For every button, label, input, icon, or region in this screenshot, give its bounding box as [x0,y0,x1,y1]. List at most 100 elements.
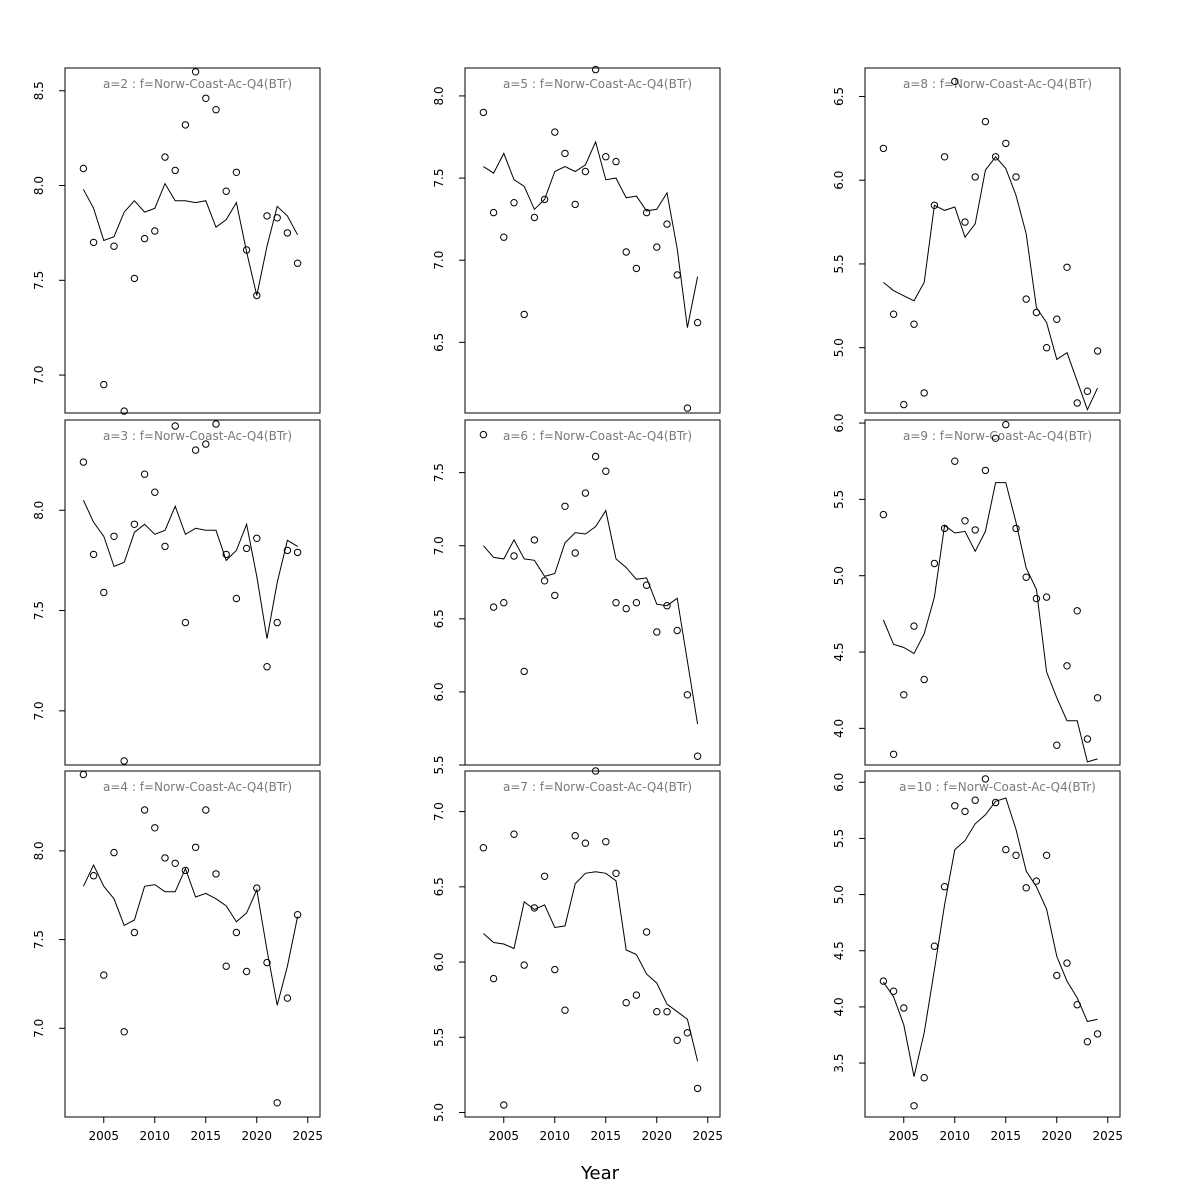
observed-point [581,839,590,847]
observed-point [520,667,528,676]
observed-point [879,977,888,985]
observed-point [120,757,128,765]
observed-point [79,770,88,779]
observed-point [1063,959,1071,967]
observed-point [612,599,620,607]
observed-point [551,591,559,600]
y-tick-label: 8.0 [32,501,46,520]
observed-point [181,618,190,627]
x-tick-label: 2010 [539,1129,570,1143]
y-tick-label: 7.5 [432,463,446,482]
observed-point [222,550,230,559]
x-tick-label: 2025 [692,1129,723,1143]
y-tick-label: 7.0 [432,536,446,555]
panel-title: a=3 : f=Norw-Coast-Ac-Q4(BTr) [103,429,292,443]
x-tick-label: 2005 [888,1129,919,1143]
observed-point [1053,971,1061,980]
observed-point [232,168,241,177]
y-tick-label: 7.0 [32,1019,46,1038]
x-tick-label: 2020 [641,1129,672,1143]
observed-point [1073,607,1081,615]
observed-point [642,208,651,217]
observed-point [561,1006,569,1014]
observed-point [653,1008,661,1016]
observed-point [1032,877,1041,885]
observed-point [991,153,1000,161]
observed-point [171,859,179,867]
y-tick-label: 7.0 [32,366,46,385]
y-tick-label: 7.0 [432,802,446,821]
observed-point [510,552,518,560]
observed-point [1012,851,1020,859]
panel-3: a=4 : f=Norw-Coast-Ac-Q4(BTr) 7.0 7.5 8.0 20… [32,770,323,1143]
observed-point [293,911,302,919]
fitted-line [82,499,298,639]
observed-point [110,532,118,540]
panel-frame [64,419,321,766]
fitted-line [882,482,1098,763]
y-tick-label: 5.5 [432,755,446,774]
observed-point [540,195,549,204]
observed-point [130,274,139,283]
y-tick-label: 6.0 [432,682,446,701]
observed-point [273,1099,281,1107]
y-tick-label: 8.0 [432,86,446,105]
observed-point [1002,845,1010,854]
observed-point [242,544,251,553]
observed-point [130,928,139,937]
observed-point [1032,594,1041,603]
observed-point [500,233,508,241]
observed-point [500,599,508,607]
observed-point [151,488,159,496]
observed-point [171,422,179,430]
observed-point [602,467,610,475]
observed-point [920,389,928,397]
y-tick-label: 7.5 [432,169,446,188]
observed-point [571,200,579,209]
observed-point [181,866,190,875]
observed-point [612,869,620,877]
observed-point [89,550,98,559]
x-tick-label: 2010 [939,1129,970,1143]
observed-point [693,318,702,327]
observed-point [591,65,600,74]
observed-point [591,452,600,461]
observed-point [889,310,898,318]
observed-point [910,622,918,630]
observed-point [191,68,200,76]
observed-point [561,149,569,158]
observed-point [879,144,888,153]
y-tick-label: 5.0 [832,338,846,357]
observed-point [663,220,671,228]
observed-point [283,546,292,555]
y-tick-label: 5.0 [432,1103,446,1122]
observed-point [1093,694,1102,702]
observed-point [89,238,98,247]
observed-point [232,594,241,603]
y-tick-label: 6.5 [432,609,446,628]
observed-point [1012,524,1020,533]
observed-point [910,320,918,328]
panel-5: a=6 : f=Norw-Coast-Ac-Q4(BTr) 5.5 6.0 6.5 7.… [432,419,721,775]
observed-point [293,259,302,267]
observed-point [971,796,979,804]
observed-point [171,166,179,175]
panel-frame [64,67,321,414]
observed-point [479,844,488,852]
observed-point [961,218,969,226]
observed-point [1042,851,1051,859]
panel-title: a=7 : f=Norw-Coast-Ac-Q4(BTr) [503,780,692,794]
observed-point [212,106,220,114]
observed-point [1022,573,1030,581]
observed-point [653,628,661,636]
observed-point [479,108,488,117]
observed-point [530,213,539,222]
observed-point [622,248,630,256]
y-tick-label: 6.0 [432,953,446,972]
fitted-line [883,156,1099,412]
observed-point [951,77,959,86]
observed-point [981,117,990,126]
observed-point [981,466,990,475]
observed-point [961,807,969,816]
